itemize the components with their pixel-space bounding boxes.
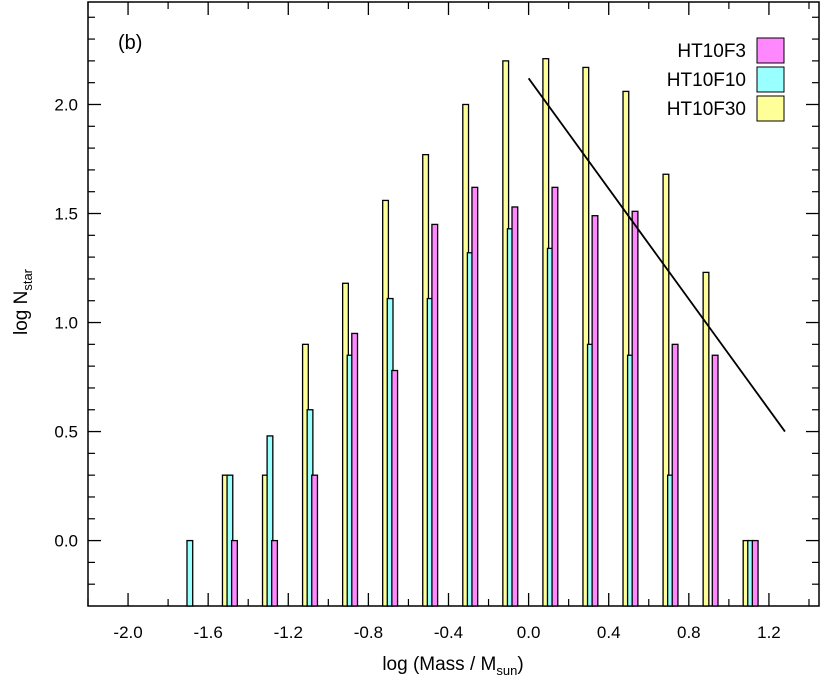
bar-ht10f3 [311,474,319,607]
bar-ht10f3 [230,539,238,607]
x-tick-label: -2.0 [113,623,142,642]
bar-ht10f3 [711,354,719,607]
y-axis-label: log Nstar [11,268,35,335]
legend-label: HT10F10 [667,70,746,91]
bar-ht10f3 [431,223,439,607]
bar-ht10f3 [511,206,519,607]
legend-label: HT10F3 [677,41,746,62]
legend-label: HT10F30 [667,99,746,120]
bar-ht10f3 [751,539,759,607]
y-tick-label: 1.5 [54,205,78,224]
bar-ht10f30 [702,271,710,607]
x-tick-label: -1.2 [274,623,303,642]
bar-ht10f3 [471,186,479,607]
bar-ht10f30 [662,173,670,607]
bar-ht10f10 [186,539,194,607]
bar-ht10f30 [582,66,590,607]
bar-ht10f3 [551,186,559,607]
panel-label: (b) [118,32,142,54]
x-tick-label: 0.0 [517,623,541,642]
bar-ht10f3 [391,369,399,607]
x-axis-label: log (Mass / Msun) [382,654,523,678]
legend-swatch [756,95,785,122]
bar-ht10f3 [271,539,279,607]
x-tick-label: 0.8 [677,623,701,642]
x-tick-label: 0.4 [597,623,621,642]
legend-swatch [756,37,785,64]
y-tick-label: 0.0 [54,532,78,551]
axis-ticks [87,2,819,606]
reference-slope-line [527,77,786,433]
y-tick-label: 1.0 [54,314,78,333]
bar-ht10f3 [591,215,599,607]
x-tick-label: -0.8 [354,623,383,642]
x-tick-label: -1.6 [194,623,223,642]
y-tick-label: 0.5 [54,423,78,442]
plot-frame [87,1,820,607]
x-tick-labels: -2.0 -1.6 -1.2 -0.8 -0.4 0.0 0.4 0.8 1.2 [113,623,780,642]
bar-ht10f3 [671,343,679,607]
bar-ht10f3 [351,332,359,607]
legend-swatch [756,66,785,93]
y-tick-labels: 0.0 0.5 1.0 1.5 2.0 [54,95,78,550]
x-tick-label: 1.2 [757,623,781,642]
legend: HT10F3 HT10F10 HT10F30 [667,37,785,122]
y-tick-label: 2.0 [54,95,78,114]
bar-ht10f30 [622,90,630,607]
bars-group [186,58,759,607]
bar-ht10f3 [631,210,639,607]
bar-ht10f10 [266,435,274,607]
x-tick-label: -0.4 [434,623,463,642]
